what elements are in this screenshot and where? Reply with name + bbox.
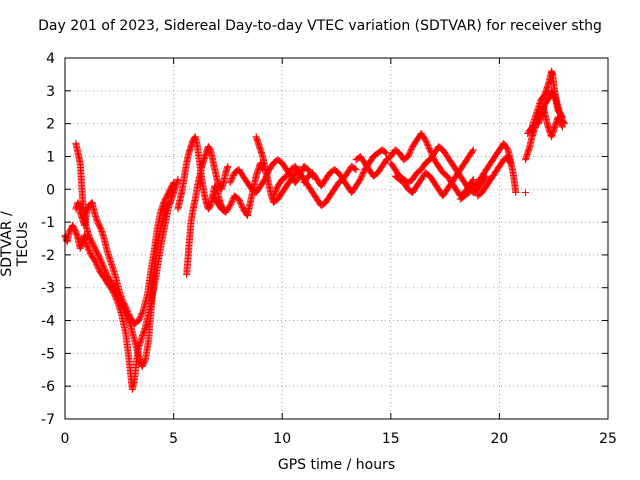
y-tick-label: -5 (41, 346, 55, 362)
data-point (165, 199, 173, 207)
data-markers (61, 67, 569, 393)
data-point (169, 180, 177, 188)
data-point (166, 198, 174, 206)
data-point (170, 179, 178, 187)
y-tick-label: -4 (41, 314, 55, 330)
x-tick-label: 20 (490, 431, 508, 447)
data-point (512, 189, 520, 197)
data-point (558, 112, 566, 120)
data-point (174, 175, 182, 183)
data-point (224, 162, 232, 170)
x-tick-label: 0 (61, 431, 70, 447)
y-axis-label: SDTVAR / TECUs (0, 211, 31, 277)
y-tick-label: -2 (41, 248, 55, 264)
chart-title: Day 201 of 2023, Sidereal Day-to-day VTE… (38, 18, 602, 34)
axis-ticks: 0 5 10 15 20 25 -7 -6 -5 -4 -3 -2 -1 0 1 2 3 4 (41, 51, 617, 447)
data-point (126, 318, 134, 326)
x-tick-label: 15 (382, 431, 400, 447)
y-tick-label: 1 (46, 149, 55, 165)
data-point (351, 165, 359, 173)
data-point (139, 308, 147, 316)
y-tick-label: -1 (41, 215, 55, 231)
y-tick-label: -7 (41, 412, 55, 428)
data-point (521, 189, 529, 197)
y-tick-label: -6 (41, 379, 55, 395)
y-tick-label: 4 (46, 51, 55, 67)
x-axis-label: GPS time / hours (277, 457, 396, 473)
x-tick-label: 5 (169, 431, 178, 447)
y-tick-label: 2 (46, 117, 55, 133)
data-point (506, 159, 514, 167)
data-point (468, 147, 476, 155)
x-tick-label: 25 (599, 431, 617, 447)
x-tick-label: 10 (273, 431, 291, 447)
data-point (468, 177, 476, 185)
data-point (469, 175, 477, 183)
plot-frame (64, 57, 609, 420)
data-point (352, 166, 360, 174)
data-point (469, 146, 477, 154)
data-point (561, 120, 569, 128)
data-point (558, 113, 566, 121)
data-point (382, 149, 390, 157)
y-tick-label: -3 (41, 281, 55, 297)
data-point (560, 119, 568, 127)
y-tick-label: 0 (46, 182, 55, 198)
y-tick-label: 3 (46, 84, 55, 100)
data-point (381, 148, 389, 156)
grid-lines (65, 58, 608, 419)
